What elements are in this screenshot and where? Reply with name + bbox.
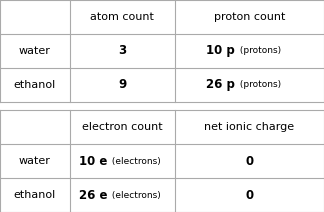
Text: (electrons): (electrons)	[110, 157, 161, 166]
Text: ethanol: ethanol	[14, 80, 56, 90]
Text: proton count: proton count	[214, 12, 285, 22]
Text: (protons): (protons)	[237, 46, 281, 55]
Text: water: water	[19, 46, 51, 56]
Text: 0: 0	[245, 155, 254, 168]
Text: electron count: electron count	[82, 122, 163, 132]
Text: (electrons): (electrons)	[110, 191, 161, 199]
Text: 9: 9	[118, 78, 126, 91]
Text: 26 p: 26 p	[206, 78, 235, 91]
Text: ethanol: ethanol	[14, 190, 56, 200]
Text: (protons): (protons)	[237, 80, 281, 89]
Text: 26 e: 26 e	[79, 188, 108, 202]
Text: net ionic charge: net ionic charge	[204, 122, 295, 132]
Text: 3: 3	[118, 44, 126, 57]
Text: 10 e: 10 e	[79, 155, 108, 168]
Text: water: water	[19, 156, 51, 166]
Text: 0: 0	[245, 188, 254, 202]
Text: 10 p: 10 p	[206, 44, 235, 57]
Text: atom count: atom count	[90, 12, 154, 22]
